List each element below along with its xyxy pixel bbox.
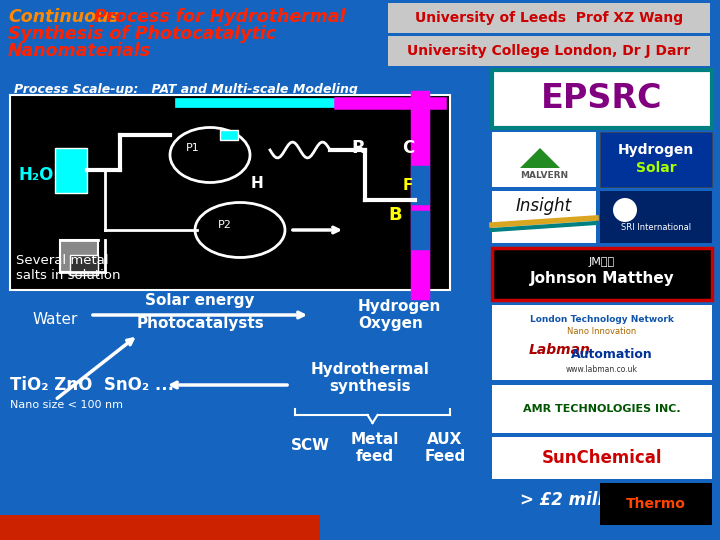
Text: Labman: Labman bbox=[529, 343, 591, 357]
Bar bbox=[600, 132, 712, 187]
Text: F: F bbox=[402, 178, 413, 192]
Text: Several metal
salts in solution: Several metal salts in solution bbox=[16, 254, 120, 282]
Bar bbox=[600, 191, 712, 243]
Bar bbox=[55, 148, 87, 193]
Text: Nano size < 100 nm: Nano size < 100 nm bbox=[10, 400, 123, 410]
Text: Metal
feed: Metal feed bbox=[351, 432, 399, 464]
Bar bbox=[492, 70, 712, 128]
Text: www.labman.co.uk: www.labman.co.uk bbox=[566, 366, 638, 375]
Bar bbox=[492, 385, 712, 433]
Text: London Technology Network: London Technology Network bbox=[530, 315, 674, 325]
Text: Photocatalysts: Photocatalysts bbox=[136, 316, 264, 331]
Bar bbox=[492, 305, 712, 380]
Bar bbox=[492, 437, 712, 479]
Text: University of Leeds  Prof XZ Wang: University of Leeds Prof XZ Wang bbox=[415, 11, 683, 25]
Text: Process for Hydrothermal: Process for Hydrothermal bbox=[88, 8, 346, 26]
Text: Process Scale-up:   PAT and Multi-scale Modeling: Process Scale-up: PAT and Multi-scale Mo… bbox=[14, 83, 358, 96]
Text: B: B bbox=[388, 206, 402, 224]
Bar bbox=[10, 95, 450, 290]
Bar bbox=[492, 191, 596, 243]
Text: Continuous: Continuous bbox=[8, 8, 119, 26]
Text: > £2 million: > £2 million bbox=[520, 491, 632, 509]
Text: P1: P1 bbox=[186, 143, 200, 153]
Text: C: C bbox=[402, 139, 414, 157]
Text: University College London, Dr J Darr: University College London, Dr J Darr bbox=[408, 44, 690, 58]
Bar bbox=[492, 132, 596, 187]
Bar bbox=[60, 240, 98, 272]
Text: Insight: Insight bbox=[516, 197, 572, 215]
Bar bbox=[600, 483, 712, 525]
Text: TiO₂ ZnO  SnO₂ ...: TiO₂ ZnO SnO₂ ... bbox=[10, 376, 174, 394]
Text: Hydrogen: Hydrogen bbox=[618, 143, 694, 157]
Text: Automation: Automation bbox=[571, 348, 653, 361]
Text: AMR TECHNOLOGIES INC.: AMR TECHNOLOGIES INC. bbox=[523, 404, 681, 414]
Polygon shape bbox=[520, 148, 560, 168]
Text: Nano Innovation: Nano Innovation bbox=[567, 327, 636, 336]
Text: SRI International: SRI International bbox=[621, 224, 691, 233]
Text: Thermo: Thermo bbox=[626, 497, 686, 511]
Text: Synthesis of Photocatalytic: Synthesis of Photocatalytic bbox=[8, 25, 276, 43]
Text: P2: P2 bbox=[218, 220, 232, 230]
Text: MALVERN: MALVERN bbox=[520, 171, 568, 179]
Text: Nanomaterials: Nanomaterials bbox=[8, 42, 151, 60]
Text: SunChemical: SunChemical bbox=[541, 449, 662, 467]
Bar bbox=[70, 255, 98, 275]
Text: R: R bbox=[351, 139, 365, 157]
Text: Johnson Matthey: Johnson Matthey bbox=[530, 272, 675, 287]
Text: H: H bbox=[251, 176, 264, 191]
Text: EPSRC: EPSRC bbox=[541, 83, 663, 116]
Text: H₂O: H₂O bbox=[18, 166, 53, 184]
Text: Hydrothermal
synthesis: Hydrothermal synthesis bbox=[310, 362, 429, 394]
Text: Solar energy: Solar energy bbox=[145, 293, 255, 308]
Text: SCW: SCW bbox=[290, 437, 330, 453]
Text: Solar: Solar bbox=[636, 161, 676, 175]
Text: Water: Water bbox=[32, 313, 78, 327]
Bar bbox=[388, 36, 710, 66]
Bar bbox=[388, 3, 710, 33]
Circle shape bbox=[613, 198, 637, 222]
Text: Hydrogen
Oxygen: Hydrogen Oxygen bbox=[358, 299, 441, 331]
Bar bbox=[220, 130, 238, 140]
Text: JMⓈⓄ: JMⓈⓄ bbox=[589, 257, 615, 267]
Text: AUX
Feed: AUX Feed bbox=[424, 432, 466, 464]
Bar bbox=[492, 248, 712, 300]
Bar bbox=[0, 515, 320, 540]
